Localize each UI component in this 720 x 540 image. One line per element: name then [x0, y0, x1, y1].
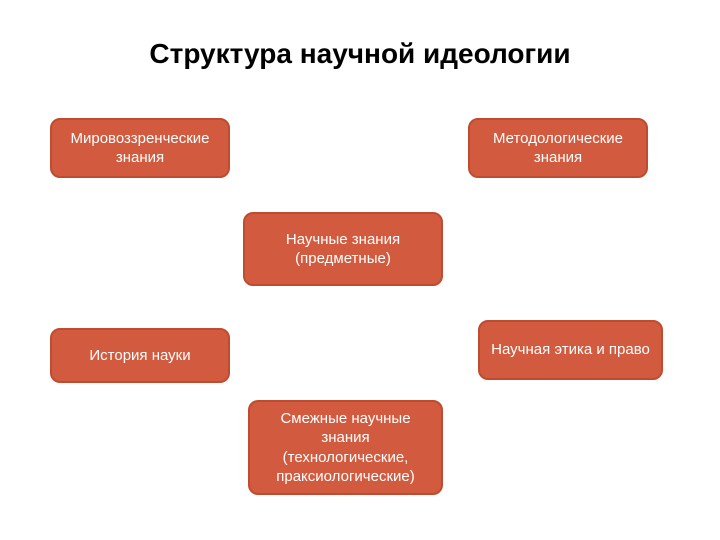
node-label: История науки: [89, 346, 190, 366]
node-history: История науки: [50, 328, 230, 383]
node-label: Научные знания (предметные): [253, 230, 433, 269]
node-worldview: Мировоззренческие знания: [50, 118, 230, 178]
node-label: Научная этика и право: [491, 340, 650, 360]
node-methodological: Методологические знания: [468, 118, 648, 178]
page-title: Структура научной идеологии: [0, 38, 720, 70]
node-scientific: Научные знания (предметные): [243, 212, 443, 286]
node-label: Мировоззренческие знания: [60, 129, 220, 168]
node-ethics: Научная этика и право: [478, 320, 663, 380]
node-adjacent: Смежные научные знания (технологические,…: [248, 400, 443, 495]
node-label: Смежные научные знания (технологические,…: [258, 409, 433, 487]
node-label: Методологические знания: [478, 129, 638, 168]
